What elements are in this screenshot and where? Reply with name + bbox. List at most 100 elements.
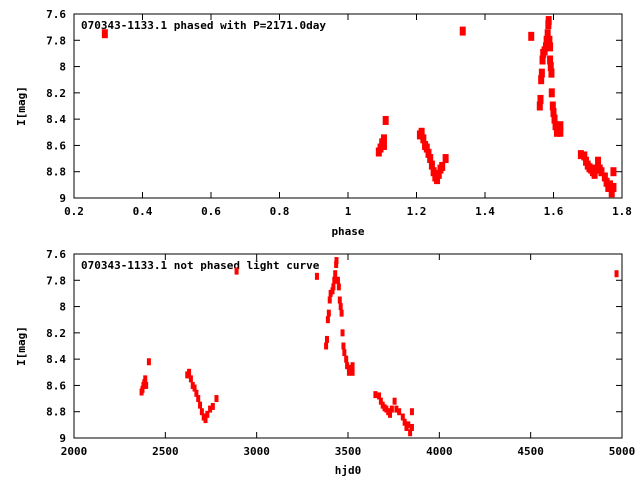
data-point: [545, 16, 552, 26]
data-point: [208, 405, 213, 413]
y-tick-label: 7.6: [46, 8, 66, 21]
data-point: [610, 167, 617, 177]
data-point: [234, 267, 239, 275]
data-point: [402, 418, 407, 426]
chart-title: 070343-1133.1 not phased light curve: [81, 259, 320, 272]
x-tick-label: 4500: [517, 445, 544, 458]
x-tick-label: 4000: [426, 445, 453, 458]
data-point: [548, 68, 555, 78]
data-point: [542, 42, 549, 52]
y-tick-label: 9: [59, 192, 66, 205]
y-tick-label: 8.8: [46, 406, 66, 419]
data-point: [380, 140, 387, 150]
data-point: [334, 257, 339, 265]
data-point: [326, 309, 331, 317]
data-point: [425, 148, 432, 158]
chart-title: 070343-1133.1 phased with P=2171.0day: [81, 19, 326, 32]
data-point: [210, 402, 215, 410]
data-point: [188, 375, 193, 383]
data-point: [547, 42, 554, 52]
x-tick-label: 1.8: [612, 205, 632, 218]
data-point: [408, 429, 413, 437]
data-point: [548, 88, 555, 98]
data-point: [549, 101, 556, 111]
x-tick-label: 5000: [609, 445, 636, 458]
data-point: [406, 421, 411, 429]
data-point: [314, 272, 319, 280]
data-point: [140, 385, 145, 393]
data-point: [435, 169, 442, 179]
data-point: [330, 287, 335, 295]
y-tick-label: 8.6: [46, 379, 66, 392]
data-point: [378, 397, 383, 405]
data-point: [337, 296, 342, 304]
data-point: [373, 391, 378, 399]
data-point: [595, 156, 602, 166]
data-point: [389, 405, 394, 413]
data-point: [547, 55, 554, 65]
x-tick-label: 2000: [61, 445, 88, 458]
data-point: [608, 188, 615, 198]
data-point: [394, 405, 399, 413]
y-tick-label: 8: [59, 301, 66, 314]
plot-panel-2: 2000 2500 3000 3500 4000 4500 5000 7.6 7.8 8 8.2 8.…: [15, 248, 635, 477]
y-tick-label: 8.8: [46, 166, 66, 179]
x-tick-label: 1.2: [407, 205, 427, 218]
data-point: [528, 31, 535, 41]
data-point: [342, 349, 347, 357]
data-point: [382, 115, 389, 125]
data-point: [335, 276, 340, 284]
y-axis-label: I[mag]: [15, 86, 28, 126]
data-point: [439, 161, 446, 171]
x-tick-label: 0.8: [270, 205, 290, 218]
data-point: [146, 358, 151, 366]
data-point: [324, 342, 329, 350]
data-point: [380, 134, 387, 144]
data-point: [593, 164, 600, 174]
x-tick-label: 2500: [152, 445, 179, 458]
data-point: [601, 172, 608, 182]
data-point: [198, 401, 203, 409]
x-tick-label: 1.6: [544, 205, 564, 218]
data-point: [420, 134, 427, 144]
data-point: [187, 368, 192, 376]
y-tick-label: 7.6: [46, 248, 66, 261]
data-point: [338, 303, 343, 311]
data-point: [203, 416, 208, 424]
data-point: [345, 362, 350, 370]
data-point: [614, 270, 619, 278]
data-point: [332, 276, 337, 284]
data-point: [205, 410, 210, 418]
data-point: [327, 296, 332, 304]
data-point: [325, 316, 330, 324]
data-point: [607, 180, 614, 190]
y-tick-label: 8.4: [46, 353, 66, 366]
x-tick-label: 3500: [335, 445, 362, 458]
data-point: [194, 389, 199, 397]
data-point: [427, 154, 434, 164]
data-point: [552, 121, 559, 131]
y-tick-label: 8.6: [46, 139, 66, 152]
data-point: [418, 127, 425, 137]
data-point: [409, 408, 414, 416]
data-point: [557, 127, 564, 137]
y-tick-label: 7.8: [46, 274, 66, 287]
data-point: [333, 270, 338, 278]
data-point: [350, 362, 355, 370]
plot-border: [73, 253, 623, 439]
data-point: [324, 335, 329, 343]
x-tick-label: 0.4: [133, 205, 153, 218]
data-point: [539, 55, 546, 65]
data-point: [603, 177, 610, 187]
data-point: [581, 151, 588, 161]
y-tick-label: 8.2: [46, 87, 66, 100]
data-point: [459, 26, 466, 36]
data-point: [546, 35, 553, 45]
data-point: [557, 121, 564, 131]
data-point: [551, 114, 558, 124]
data-point: [434, 175, 441, 185]
data-point: [442, 154, 449, 164]
data-point: [339, 309, 344, 317]
data-point: [101, 29, 108, 39]
